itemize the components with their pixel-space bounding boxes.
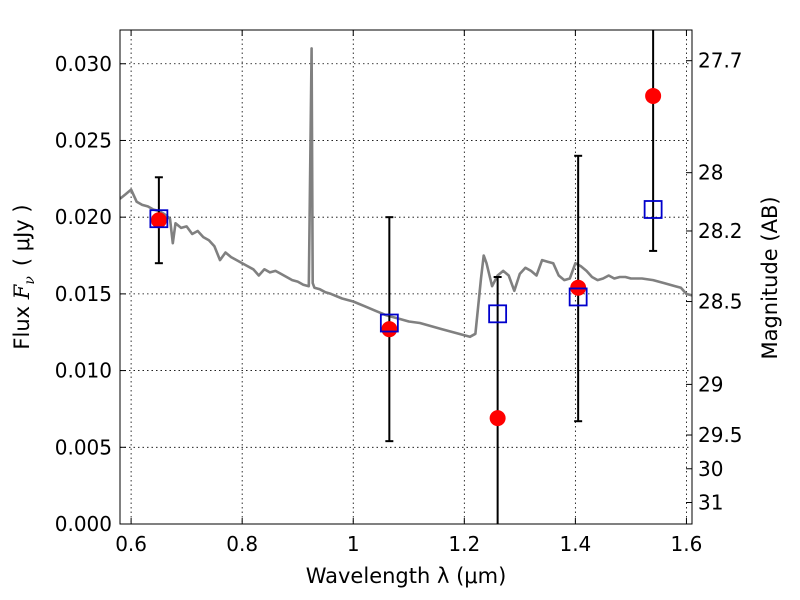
observed-point [489,410,506,427]
x-axis-ticks: 0.6 0.8 1 1.2 1.4 1.6 [115,30,702,556]
observed-point [645,87,662,104]
model-photometry-points [149,200,663,333]
y2-tick-label: 29 [698,372,723,396]
x-tick-label: 0.6 [115,532,147,556]
y-tick-label: 0.005 [55,435,112,459]
plot-frame [119,29,693,525]
y2-axis-label: Magnitude (AB) [758,196,782,359]
y2-tick-label: 27.7 [698,49,743,73]
model-photometry-point [568,287,588,307]
y2-tick-label: 28 [698,161,723,185]
observed-points [150,87,662,427]
model-photometry-point [149,209,169,229]
y2-tick-label: 28.5 [698,290,743,314]
model-photometry-point [643,200,663,219]
model-photometry-point [488,304,508,324]
y2-tick-label: 29.5 [698,423,743,447]
observed-point [381,321,398,338]
y-tick-label: 0.025 [55,128,112,152]
x-tick-label: 1.6 [671,532,703,556]
model-spectrum [120,47,692,339]
model-spectrum-line [120,47,692,339]
y2-axis-ticks: 27.7 28 28.2 28.5 29 29.5 30 31 [686,49,743,515]
y-tick-label: 0.000 [55,512,112,536]
x-tick-label: 0.8 [226,532,258,556]
y-tick-label: 0.030 [55,52,112,76]
y-tick-label: 0.020 [55,205,112,229]
y-tick-label: 0.015 [55,282,112,306]
y2-tick-label: 31 [698,491,723,515]
model-photometry-point [379,313,399,333]
x-tick-label: 1.4 [559,532,591,556]
error-bars [154,30,658,524]
observed-point [150,212,167,229]
y-axis-label: Flux Fν( μJy ) [10,204,38,349]
y2-tick-label: 30 [698,457,723,481]
y2-tick-label: 28.2 [698,219,743,243]
x-tick-label: 1 [347,532,360,556]
y-tick-label: 0.010 [55,359,112,383]
y-axis-ticks: 0.000 0.005 0.010 0.015 0.020 0.025 0.030 [55,52,126,536]
x-tick-label: 1.2 [448,532,480,556]
x-axis-label: Wavelength λ (μm) [306,564,507,588]
